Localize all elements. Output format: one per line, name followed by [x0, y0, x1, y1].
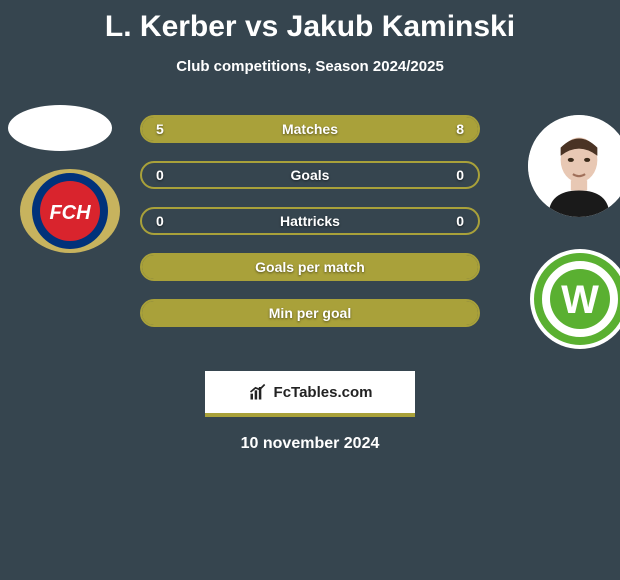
chart-icon: [248, 382, 268, 402]
stat-bar-value-right: 0: [456, 209, 464, 233]
stat-bar-label: Min per goal: [142, 301, 478, 325]
stat-bar-label: Goals per match: [142, 255, 478, 279]
date-text: 10 november 2024: [0, 435, 620, 453]
stat-bar-label: Hattricks: [142, 209, 478, 233]
svg-text:W: W: [561, 278, 599, 322]
stat-bar-row: Hattricks0 0: [140, 207, 480, 235]
stat-bar-value-right: 0: [456, 163, 464, 187]
stats-area: FCH W Matches58Goals00Hattricks00Goals p…: [0, 105, 620, 355]
stat-bar-row: Matches5 8: [140, 115, 480, 143]
player-left-avatar: [8, 105, 112, 151]
page-title: L. Kerber vs Jakub Kaminski: [0, 0, 620, 44]
player-right-avatar: [528, 115, 620, 217]
stat-bar-row: Min per goal: [140, 299, 480, 327]
subtitle: Club competitions, Season 2024/2025: [0, 58, 620, 75]
stat-bar-value-left: 0: [156, 209, 164, 233]
stat-bar-value-right: 8: [456, 117, 464, 141]
attribution-text: FcTables.com: [274, 384, 373, 401]
stat-bar-row: Goals per match: [140, 253, 480, 281]
player-right-club-badge: W: [530, 249, 620, 349]
attribution-badge: FcTables.com: [205, 371, 415, 417]
stat-bar-row: Goals0 0: [140, 161, 480, 189]
stat-bar-value-left: 5: [156, 117, 164, 141]
player-left-club-badge: FCH: [20, 169, 120, 253]
svg-text:FCH: FCH: [49, 202, 91, 224]
stat-bar-label: Matches: [142, 117, 478, 141]
stat-bars: Matches58Goals00Hattricks00Goals per mat…: [140, 115, 480, 345]
stat-bar-value-left: 0: [156, 163, 164, 187]
stat-bar-label: Goals: [142, 163, 478, 187]
